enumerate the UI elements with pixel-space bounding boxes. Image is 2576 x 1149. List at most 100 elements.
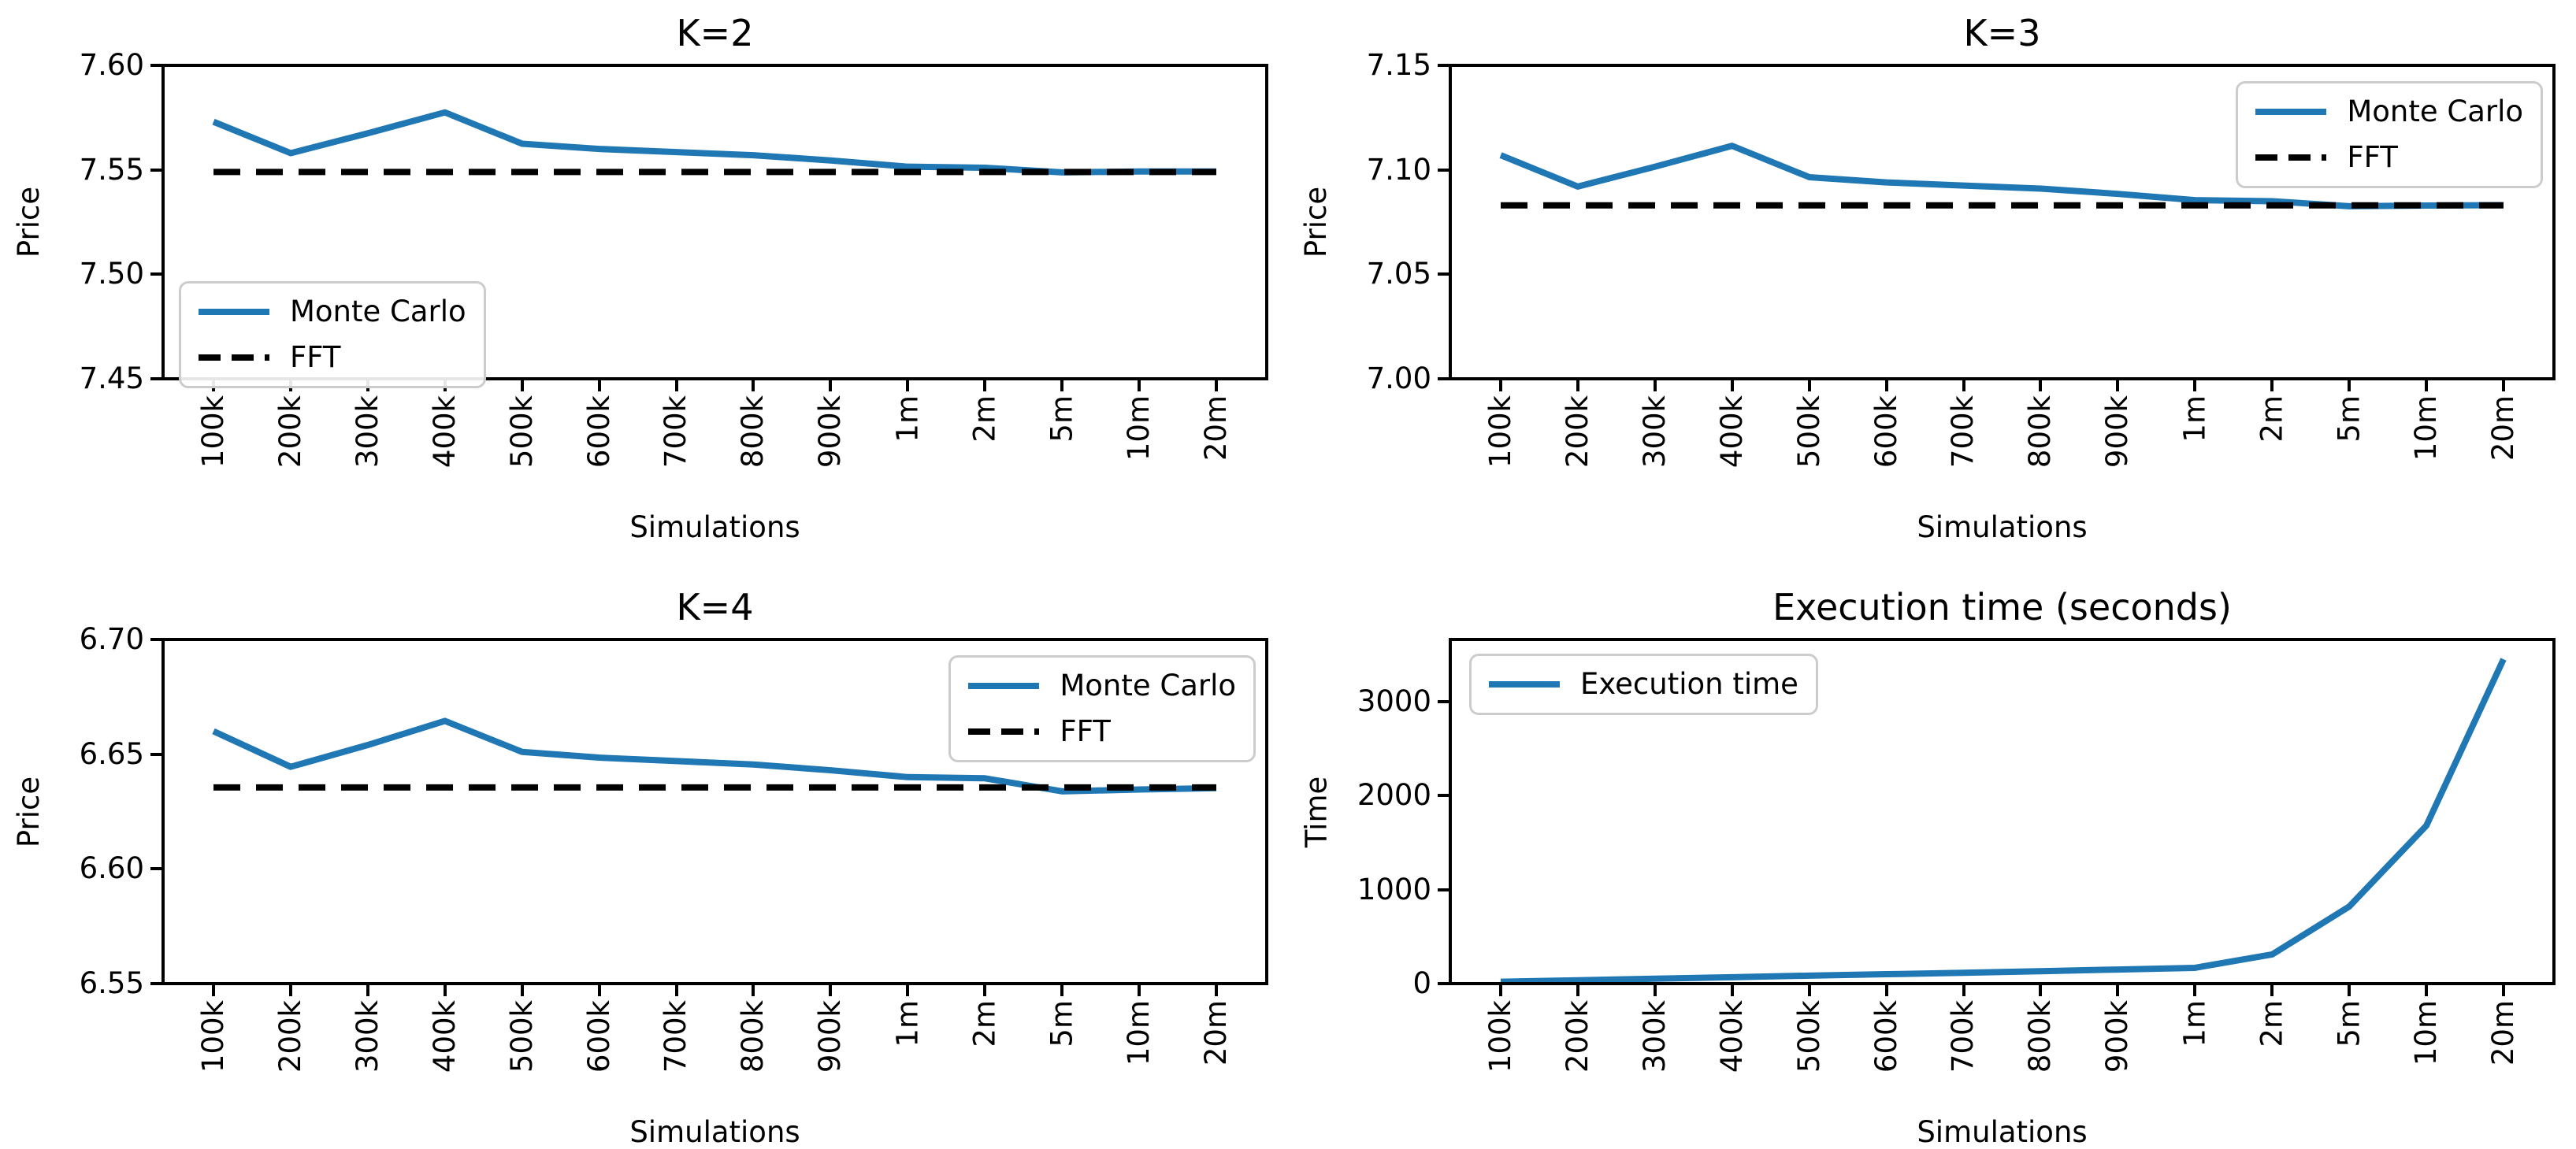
legend-entry: Execution time [1489, 667, 1798, 702]
y-tick-label: 2000 [1357, 778, 1431, 813]
x-tick-mark [2116, 985, 2120, 996]
x-tick-label: 1m [890, 395, 925, 443]
legend-label: FFT [2347, 140, 2398, 174]
x-tick-mark [1576, 985, 1579, 996]
x-tick-mark [520, 985, 524, 996]
legend-line-sample [2255, 109, 2327, 115]
y-tick-label: 6.65 [79, 736, 144, 771]
x-tick-mark [2348, 380, 2351, 391]
x-tick-label: 800k [736, 1000, 770, 1073]
x-tick-label: 100k [196, 1000, 231, 1073]
x-axis-label: Simulations [629, 1115, 800, 1149]
x-tick-mark [1576, 380, 1579, 391]
y-axis-label: Price [1299, 186, 1334, 258]
plot-area [212, 717, 1217, 795]
x-tick-mark [1730, 985, 1734, 996]
legend: Monte Carlo FFT [2236, 81, 2543, 188]
monte-carlo-line [1499, 143, 2504, 209]
legend-entry: FFT [2255, 140, 2523, 175]
x-tick-label: 5m [2332, 395, 2366, 443]
x-tick-mark [212, 985, 216, 996]
x-tick-mark [597, 985, 601, 996]
y-axis-label: Price [12, 776, 46, 847]
x-tick-mark [1653, 380, 1657, 391]
x-tick-mark [983, 380, 987, 391]
y-tick-label: 6.55 [79, 966, 144, 1000]
x-tick-mark [1807, 985, 1811, 996]
x-tick-label: 400k [427, 1000, 462, 1073]
x-tick-mark [2501, 985, 2505, 996]
x-tick-label: 900k [813, 395, 848, 469]
y-axis-label: Time [1299, 776, 1333, 847]
y-tick-label: 7.50 [79, 257, 144, 291]
x-tick-label: 600k [1869, 395, 1903, 469]
x-tick-mark [288, 985, 292, 996]
x-tick-label: 700k [659, 1000, 693, 1073]
legend-entry: FFT [199, 340, 466, 375]
x-tick-label: 400k [1714, 1000, 1749, 1073]
x-tick-mark [2039, 985, 2043, 996]
legend-line-sample [199, 309, 269, 315]
x-tick-label: 20m [1198, 395, 1233, 461]
x-tick-label: 10m [2409, 1000, 2444, 1066]
x-tick-mark [1653, 985, 1657, 996]
x-tick-mark [2270, 985, 2274, 996]
x-tick-label: 2m [2255, 395, 2289, 443]
plot-area [1499, 143, 2504, 209]
legend-label: Monte Carlo [290, 295, 466, 328]
y-tick-label: 7.45 [79, 361, 144, 395]
x-tick-mark [906, 380, 910, 391]
legend: Monte Carlo FFT [948, 655, 1256, 762]
y-tick-mark [150, 867, 161, 871]
subplot-k2: K=2 Price Simulations 7.60 7.55 7.50 7.45 10… [12, 13, 1268, 543]
x-tick-mark [829, 380, 833, 391]
x-tick-label: 500k [504, 1000, 539, 1073]
monte-carlo-line [212, 109, 1216, 176]
legend-line-sample [2255, 154, 2327, 161]
monte-carlo-line [212, 717, 1217, 795]
x-tick-label: 900k [813, 1000, 848, 1073]
x-tick-mark [1499, 985, 1503, 996]
legend-line-sample [199, 354, 269, 361]
x-tick-label: 10m [2409, 395, 2444, 461]
x-tick-label: 700k [1946, 395, 1980, 469]
x-tick-label: 1m [2177, 1000, 2212, 1047]
y-tick-mark [1438, 272, 1449, 276]
x-tick-label: 20m [2485, 395, 2520, 461]
x-tick-mark [1060, 380, 1064, 391]
x-tick-label: 600k [581, 395, 616, 469]
y-tick-label: 7.00 [1366, 361, 1431, 395]
y-tick-mark [1438, 168, 1449, 172]
legend-entry: Monte Carlo [199, 295, 466, 329]
x-tick-label: 200k [1560, 395, 1594, 469]
x-tick-label: 300k [1637, 395, 1672, 469]
x-tick-label: 1m [890, 1000, 925, 1047]
x-tick-mark [1884, 380, 1888, 391]
x-tick-label: 500k [1791, 1000, 1826, 1073]
subplot-title: K=4 [676, 586, 754, 628]
x-tick-label: 10m [1122, 395, 1156, 461]
subplot-title: K=3 [1963, 12, 2041, 54]
legend-line-sample [1489, 681, 1560, 688]
x-tick-label: 800k [2023, 1000, 2058, 1073]
x-tick-label: 200k [1560, 1000, 1594, 1073]
legend: Monte Carlo FFT [179, 281, 486, 388]
x-tick-mark [597, 380, 601, 391]
x-tick-mark [752, 380, 755, 391]
x-tick-label: 100k [1483, 1000, 1518, 1073]
x-tick-mark [366, 985, 369, 996]
x-tick-mark [2193, 380, 2197, 391]
x-tick-label: 2m [967, 395, 1002, 443]
x-tick-mark [1214, 985, 1218, 996]
x-tick-mark [1962, 985, 1965, 996]
x-tick-label: 900k [2100, 395, 2135, 469]
y-tick-mark [1438, 699, 1449, 703]
y-tick-mark [150, 168, 161, 172]
x-tick-mark [2116, 380, 2120, 391]
x-tick-label: 100k [1483, 395, 1518, 469]
x-tick-mark [1884, 985, 1888, 996]
y-tick-mark [150, 377, 161, 380]
x-tick-label: 5m [2332, 1000, 2366, 1047]
x-tick-label: 400k [427, 395, 462, 469]
y-tick-mark [1438, 377, 1449, 380]
